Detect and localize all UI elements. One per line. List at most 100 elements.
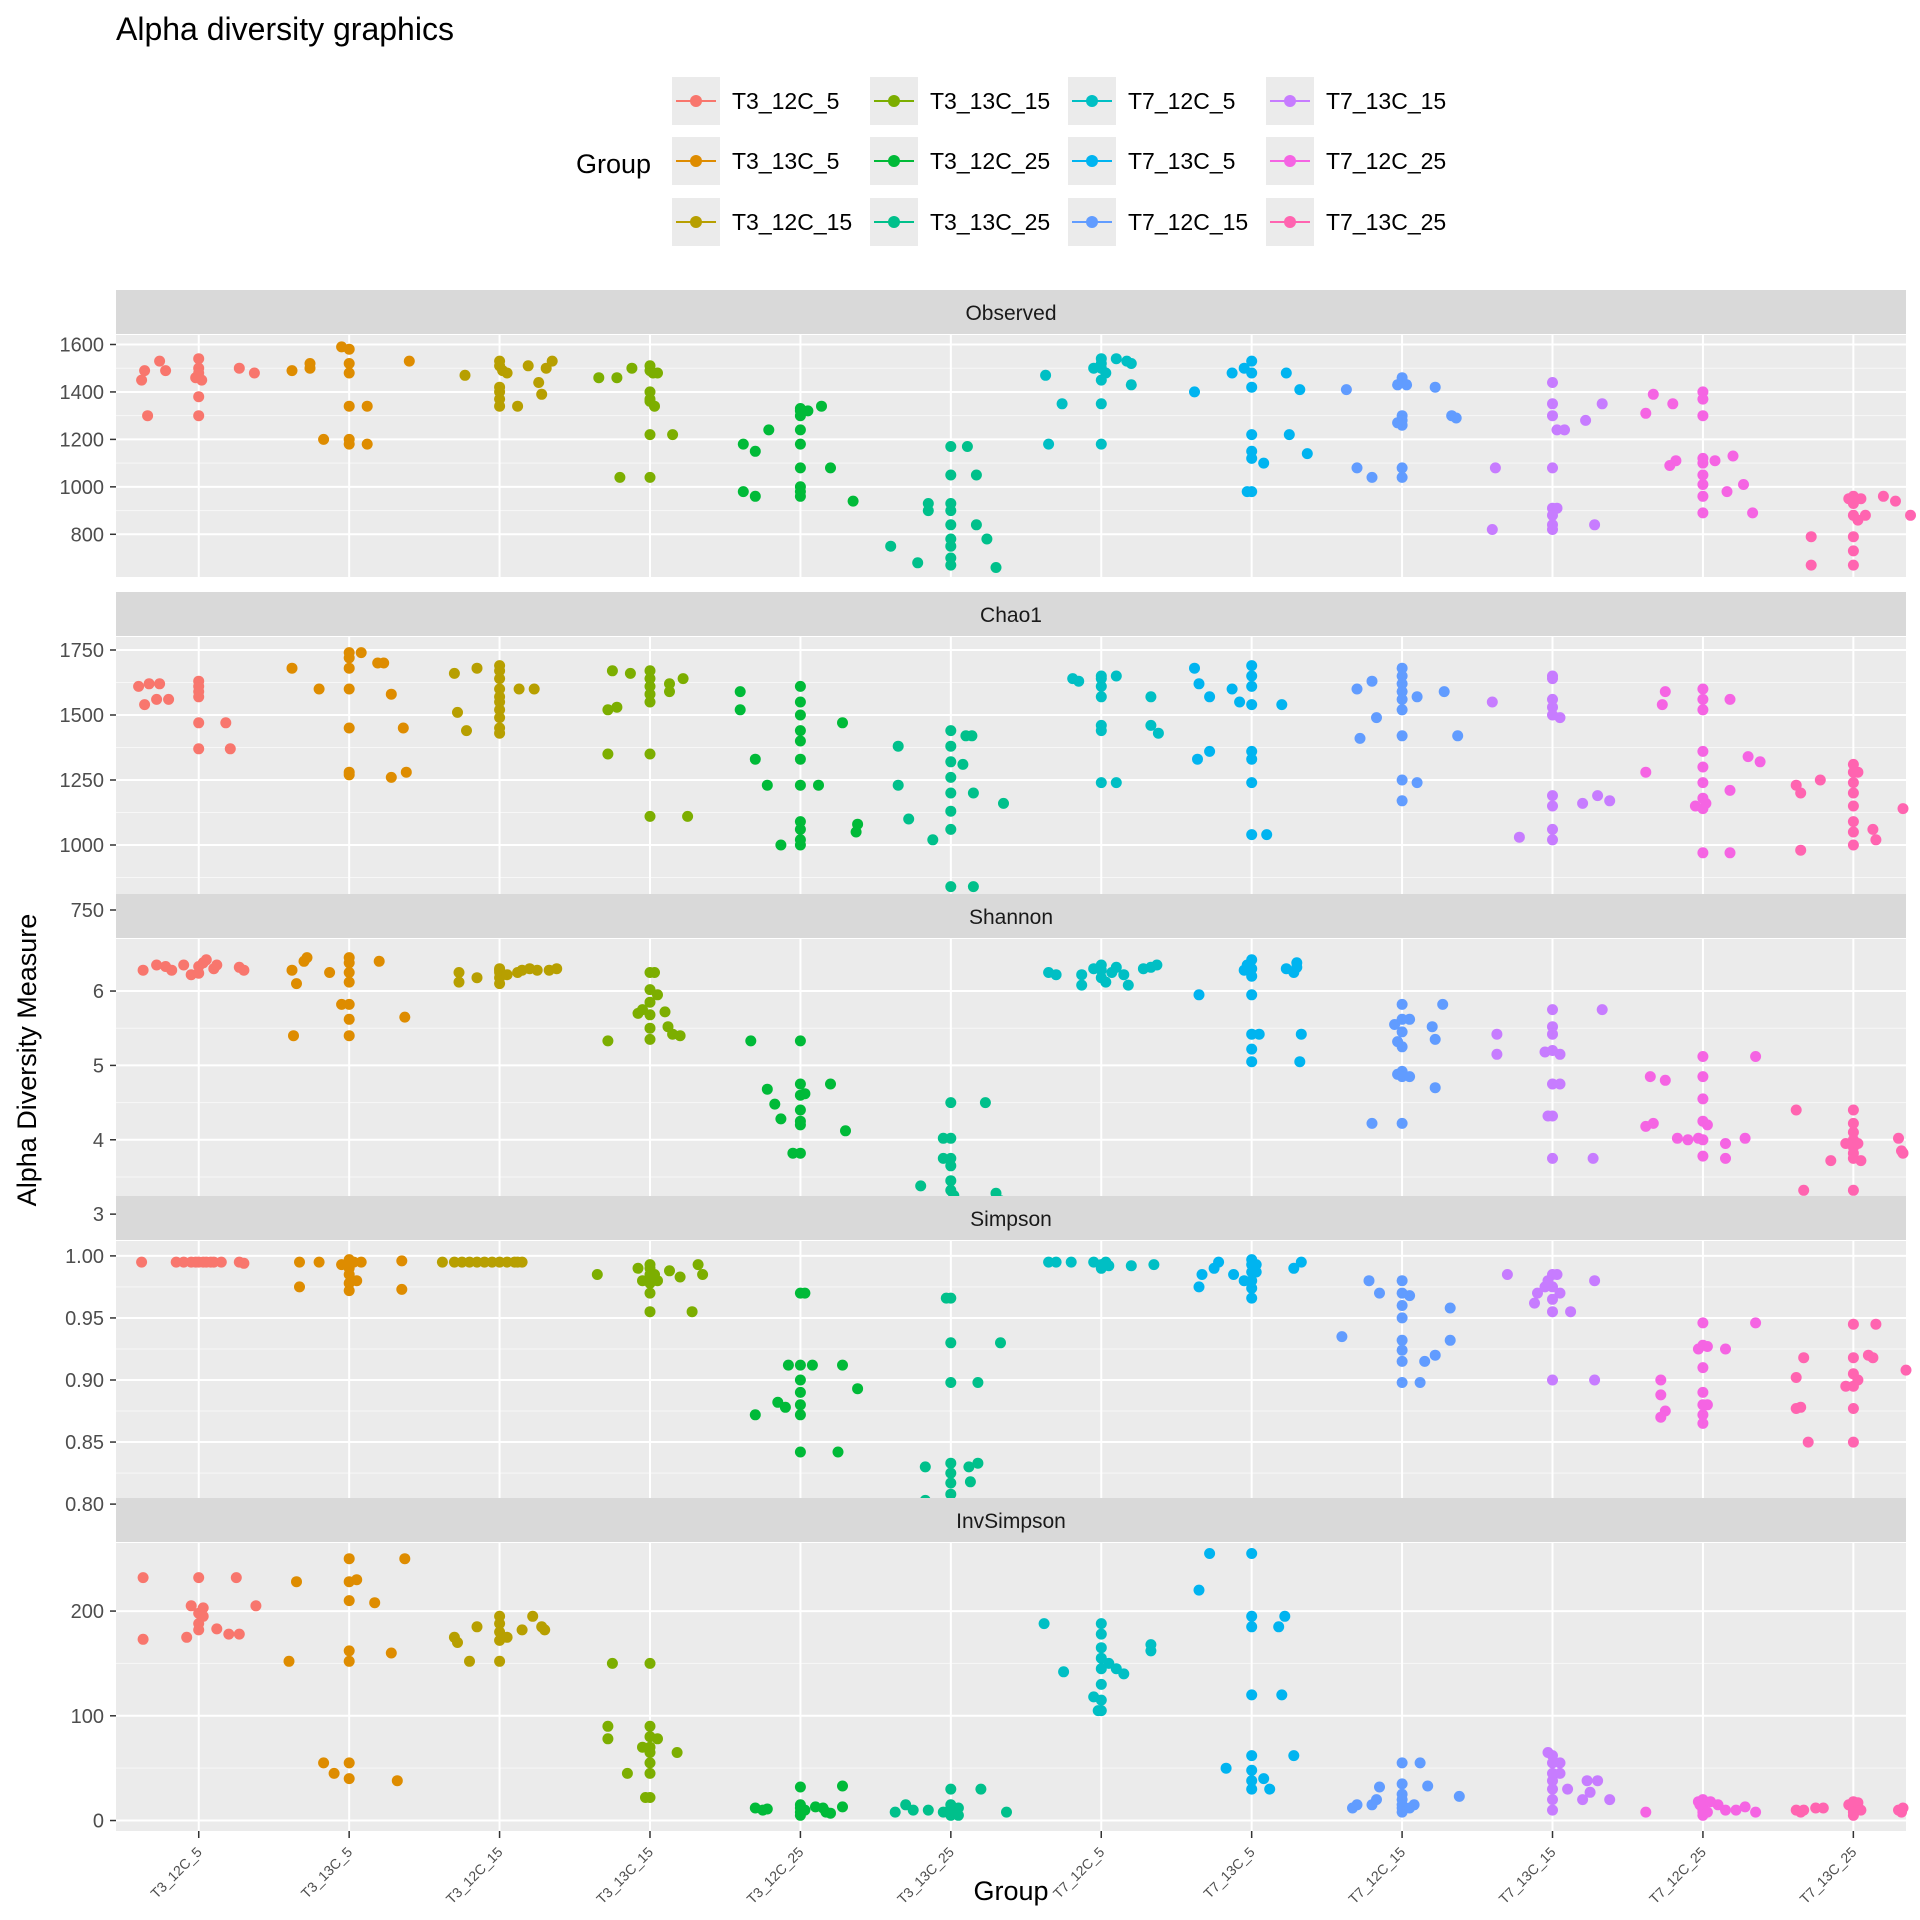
data-point bbox=[1414, 1757, 1426, 1769]
data-point bbox=[1655, 1389, 1667, 1401]
data-point bbox=[1396, 678, 1408, 690]
data-point bbox=[1189, 386, 1200, 398]
data-point bbox=[1396, 1344, 1408, 1356]
data-point bbox=[1547, 1110, 1558, 1122]
data-point bbox=[1213, 1256, 1225, 1268]
data-point bbox=[1905, 509, 1916, 521]
data-point bbox=[1246, 1764, 1258, 1776]
data-point bbox=[318, 433, 330, 445]
data-point bbox=[286, 964, 298, 976]
data-point bbox=[1125, 1260, 1137, 1272]
data-point bbox=[1589, 519, 1601, 531]
data-point bbox=[593, 372, 605, 384]
data-point bbox=[1798, 1184, 1810, 1196]
legend: Group T3_12C_5 T3_13C_5 T3_12C_15 T3_13C_15… bbox=[576, 77, 1446, 246]
data-point bbox=[551, 963, 563, 975]
data-point bbox=[1204, 691, 1216, 703]
data-point bbox=[546, 355, 558, 367]
data-point bbox=[761, 1803, 773, 1815]
data-point bbox=[1554, 1757, 1566, 1769]
data-point bbox=[1547, 1306, 1558, 1318]
data-point bbox=[1592, 790, 1604, 802]
data-point bbox=[313, 683, 325, 695]
data-point bbox=[1795, 1401, 1807, 1413]
legend-label: T7_13C_5 bbox=[1128, 148, 1235, 174]
facet-strip bbox=[116, 592, 1906, 636]
data-point bbox=[1739, 1132, 1751, 1144]
data-point bbox=[1739, 1801, 1751, 1813]
data-point bbox=[837, 1780, 848, 1792]
facet-strip-label: Simpson bbox=[970, 1208, 1052, 1231]
data-point bbox=[1396, 1275, 1408, 1287]
data-point bbox=[1577, 797, 1589, 809]
data-point bbox=[903, 813, 915, 825]
data-point bbox=[461, 725, 472, 737]
data-point bbox=[749, 490, 761, 502]
legend-entry: T3_13C_5 bbox=[672, 137, 839, 185]
data-point bbox=[1805, 559, 1817, 571]
data-point bbox=[794, 1781, 806, 1793]
data-point bbox=[1438, 686, 1450, 698]
data-point bbox=[644, 429, 656, 441]
data-point bbox=[501, 367, 513, 379]
data-point bbox=[970, 469, 982, 481]
data-point bbox=[1547, 462, 1558, 474]
data-point bbox=[1294, 384, 1306, 396]
data-point bbox=[343, 1595, 355, 1607]
data-point bbox=[154, 355, 166, 367]
data-point bbox=[1551, 1269, 1563, 1280]
data-point bbox=[343, 998, 355, 1010]
data-point bbox=[1366, 471, 1378, 483]
data-point bbox=[1697, 393, 1709, 405]
data-point bbox=[211, 959, 223, 971]
data-point bbox=[945, 740, 957, 752]
data-point bbox=[397, 722, 409, 734]
data-point bbox=[1279, 1610, 1291, 1622]
data-point bbox=[1867, 823, 1879, 835]
data-point bbox=[343, 438, 355, 450]
data-point bbox=[945, 1337, 957, 1349]
data-point bbox=[399, 1011, 411, 1023]
data-point bbox=[945, 1809, 957, 1821]
data-point bbox=[343, 400, 355, 412]
data-point bbox=[1559, 424, 1570, 436]
data-point bbox=[139, 365, 151, 377]
data-point bbox=[1840, 1380, 1852, 1392]
data-point bbox=[1656, 699, 1668, 711]
data-point bbox=[453, 967, 465, 978]
data-point bbox=[957, 758, 969, 770]
data-point bbox=[1513, 831, 1525, 843]
legend-entry: T3_13C_25 bbox=[870, 198, 1050, 246]
y-tick-label: 1500 bbox=[60, 705, 105, 727]
data-point bbox=[1592, 1775, 1604, 1787]
data-point bbox=[945, 469, 957, 481]
data-point bbox=[945, 559, 957, 571]
data-point bbox=[1855, 1804, 1867, 1816]
data-point bbox=[1647, 388, 1659, 400]
data-point bbox=[907, 1804, 919, 1816]
legend-key-point bbox=[1284, 95, 1296, 107]
data-point bbox=[1396, 1334, 1408, 1346]
data-point bbox=[659, 1006, 671, 1018]
data-point bbox=[734, 704, 746, 716]
data-point bbox=[1288, 1262, 1300, 1274]
data-point bbox=[1450, 412, 1462, 424]
panel-observed: Observed 800 1000 1200 1400 1600 bbox=[60, 290, 1916, 577]
legend-label: T7_12C_25 bbox=[1326, 148, 1446, 174]
data-point bbox=[1697, 507, 1709, 519]
data-point bbox=[1697, 745, 1709, 757]
y-tick-label: 800 bbox=[71, 524, 104, 546]
data-point bbox=[1697, 1417, 1709, 1429]
y-tick-label: 0.95 bbox=[65, 1308, 104, 1330]
data-point bbox=[1847, 816, 1859, 828]
data-point bbox=[1565, 1306, 1577, 1318]
data-point bbox=[160, 365, 172, 377]
data-point bbox=[945, 1457, 957, 1469]
data-point bbox=[794, 1386, 806, 1398]
data-point bbox=[1401, 379, 1413, 391]
data-point bbox=[291, 978, 302, 990]
data-point bbox=[154, 678, 166, 690]
data-point bbox=[1301, 448, 1313, 460]
data-point bbox=[1095, 398, 1107, 410]
data-point bbox=[137, 1633, 149, 1645]
